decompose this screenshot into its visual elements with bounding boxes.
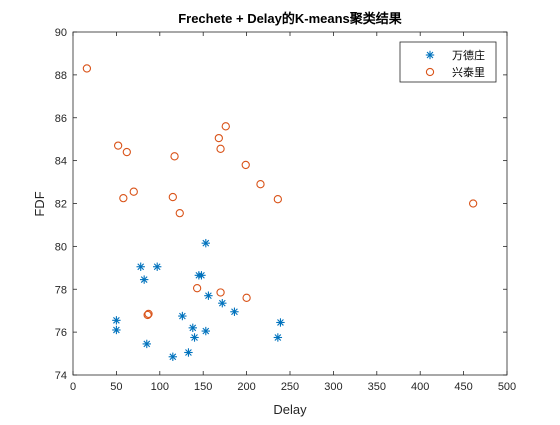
chart-title: Frechete + Delay的K-means聚类结果 — [178, 11, 402, 26]
y-tick-label: 88 — [55, 70, 67, 82]
y-tick-label: 74 — [55, 370, 67, 382]
data-point — [190, 333, 198, 341]
data-point — [184, 348, 192, 356]
data-point — [197, 271, 205, 279]
data-point — [276, 318, 284, 326]
x-tick-label: 50 — [110, 381, 122, 393]
data-point — [178, 312, 186, 320]
y-tick-label: 80 — [55, 241, 67, 253]
data-point — [169, 353, 177, 361]
data-point — [202, 327, 210, 335]
y-tick-label: 78 — [55, 284, 67, 296]
x-tick-label: 450 — [454, 381, 472, 393]
x-tick-label: 300 — [324, 381, 342, 393]
data-point — [112, 316, 120, 324]
legend-label-series-2: 兴泰里 — [452, 65, 485, 79]
data-point — [153, 263, 161, 271]
data-point — [137, 263, 145, 271]
x-tick-label: 250 — [281, 381, 299, 393]
x-tick-label: 150 — [194, 381, 212, 393]
data-point — [140, 275, 148, 283]
x-tick-label: 200 — [237, 381, 255, 393]
y-tick-label: 90 — [55, 27, 67, 39]
y-tick-label: 86 — [55, 113, 67, 125]
y-tick-label: 84 — [55, 156, 67, 168]
data-point — [218, 299, 226, 307]
x-tick-label: 500 — [498, 381, 516, 393]
y-tick-label: 82 — [55, 199, 67, 211]
x-tick-label: 100 — [151, 381, 169, 393]
x-tick-label: 350 — [368, 381, 386, 393]
data-point — [202, 239, 210, 247]
legend-label-series-1: 万德庄 — [452, 48, 485, 62]
data-point — [230, 308, 238, 316]
data-point — [112, 326, 120, 334]
legend-marker-symbol — [426, 51, 434, 59]
x-tick-label: 400 — [411, 381, 429, 393]
data-point — [189, 324, 197, 332]
legend: 万德庄 兴泰里 — [400, 42, 496, 82]
y-tick-label: 76 — [55, 327, 67, 339]
legend-marker-series-1 — [426, 51, 434, 59]
data-point — [143, 340, 151, 348]
data-point — [274, 333, 282, 341]
y-axis-label: FDF — [32, 191, 47, 216]
x-tick-label: 0 — [70, 381, 76, 393]
x-axis-label: Delay — [273, 402, 307, 417]
plot-area — [73, 32, 507, 375]
data-point — [204, 291, 212, 299]
